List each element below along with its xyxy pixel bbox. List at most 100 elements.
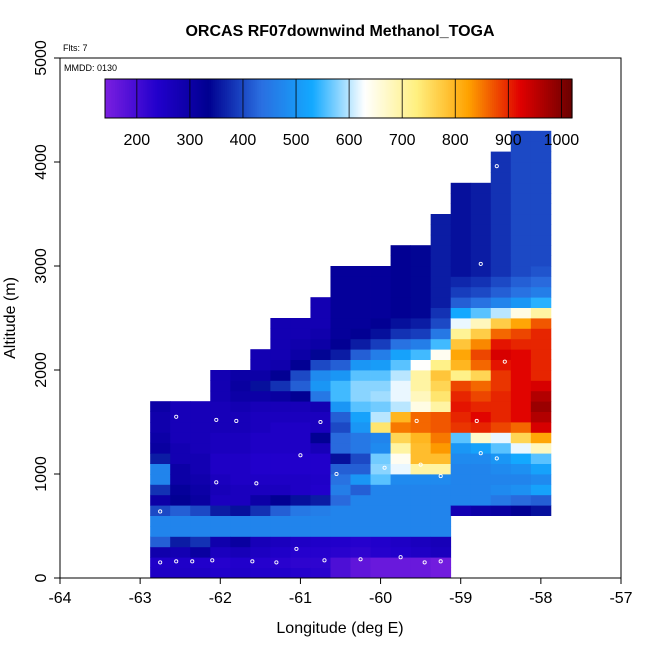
heatmap-cell: [190, 401, 211, 412]
heatmap-cell: [290, 567, 311, 579]
colorbar-swatch: [350, 79, 354, 118]
heatmap-cell: [410, 515, 432, 527]
heatmap-cell: [370, 453, 391, 464]
heatmap-cell: [470, 401, 492, 412]
heatmap-cell: [450, 193, 472, 204]
colorbar-swatch: [526, 79, 529, 118]
heatmap-cell: [470, 474, 492, 485]
heatmap-cell: [170, 505, 191, 516]
colorbar-swatch: [244, 79, 248, 118]
colorbar-swatch: [296, 79, 300, 118]
heatmap-cell: [410, 401, 432, 412]
heatmap-cell: [510, 432, 532, 444]
heatmap-cell: [350, 546, 371, 558]
heatmap-cell: [470, 245, 492, 256]
heatmap-cell: [270, 484, 291, 496]
heatmap-cell: [390, 484, 412, 496]
heatmap-cell: [310, 297, 331, 308]
heatmap-cell: [350, 370, 371, 381]
colorbar-swatch: [204, 79, 208, 118]
heatmap-cell: [490, 463, 512, 475]
heatmap-cell: [390, 286, 412, 298]
heatmap-cell: [390, 359, 412, 371]
heatmap-cell: [370, 515, 391, 527]
heatmap-cell: [530, 390, 552, 402]
heatmap-cell: [250, 515, 271, 527]
heatmap-cell: [350, 380, 371, 392]
heatmap-cell: [270, 328, 291, 340]
heatmap-cell: [370, 328, 391, 340]
colorbar-swatch: [268, 79, 272, 118]
heatmap-cell: [150, 494, 171, 506]
heatmap-cell: [450, 234, 472, 246]
heatmap-cell: [510, 193, 532, 204]
heatmap-cell: [330, 463, 351, 475]
colorbar-swatch: [256, 79, 260, 118]
heatmap-cell: [310, 349, 331, 360]
heatmap-cell: [230, 484, 251, 496]
colorbar-swatch: [344, 79, 348, 118]
heatmap-cell: [490, 401, 512, 412]
heatmap-cell: [470, 338, 492, 350]
colorbar-swatch: [262, 79, 266, 118]
heatmap-cell: [430, 286, 452, 298]
heatmap-cell: [430, 370, 452, 381]
colorbar-swatch: [178, 79, 182, 118]
colorbar-swatch: [144, 79, 148, 118]
heatmap-cell: [290, 370, 311, 381]
heatmap-cell: [470, 463, 492, 475]
heatmap-cell: [310, 411, 331, 423]
colorbar-swatch: [544, 79, 547, 118]
colorbar-swatch: [114, 79, 118, 118]
colorbar-swatch: [108, 79, 112, 118]
heatmap-cell: [530, 401, 552, 412]
heatmap-cell: [430, 515, 452, 527]
heatmap-cell: [430, 463, 452, 475]
colorbar-swatch: [316, 79, 320, 118]
colorbar-swatch: [206, 79, 210, 118]
heatmap-cell: [290, 484, 311, 496]
heatmap-cell: [270, 463, 291, 475]
heatmap-cell: [310, 432, 331, 444]
heatmap-cell: [290, 536, 311, 548]
colorbar-swatch: [186, 79, 190, 118]
heatmap-cell: [350, 494, 371, 506]
heatmap-cell: [270, 474, 291, 485]
colorbar-swatch: [266, 79, 270, 118]
heatmap-cell: [210, 526, 231, 537]
heatmap-cell: [290, 359, 311, 371]
heatmap-cell: [270, 515, 291, 527]
heatmap-cell: [530, 422, 552, 433]
heatmap-cell: [230, 453, 251, 464]
heatmap-cell: [250, 557, 271, 568]
sample-point: [522, 543, 527, 548]
heatmap-cell: [370, 307, 391, 319]
colorbar-swatch: [250, 79, 254, 118]
heatmap-cell: [410, 463, 432, 475]
heatmap-cell: [190, 411, 211, 423]
colorbar-swatch: [105, 79, 108, 118]
heatmap-cell: [370, 297, 391, 308]
heatmap-cell: [330, 442, 351, 454]
colorbar-swatch: [504, 79, 507, 118]
colorbar-swatch: [306, 79, 310, 118]
heatmap-cell: [150, 557, 171, 568]
heatmap-cell: [410, 505, 432, 516]
heatmap-cell: [510, 255, 532, 267]
heatmap-cell: [530, 411, 552, 423]
y-tick-label: 5000: [33, 40, 50, 76]
heatmap-cell: [370, 276, 391, 288]
x-axis-title: Longitude (deg E): [276, 620, 403, 637]
heatmap-cell: [270, 380, 291, 392]
colorbar-swatch: [386, 79, 389, 118]
heatmap-cell: [350, 411, 371, 423]
colorbar-swatch: [146, 79, 150, 118]
heatmap-cell: [230, 442, 251, 454]
heatmap-cell: [370, 286, 391, 298]
heatmap-cell: [470, 390, 492, 402]
heatmap-cell: [490, 162, 512, 173]
sample-point: [158, 560, 163, 565]
heatmap-cell: [390, 401, 412, 412]
heatmap-cell: [230, 505, 251, 516]
heatmap-cell: [250, 370, 271, 381]
